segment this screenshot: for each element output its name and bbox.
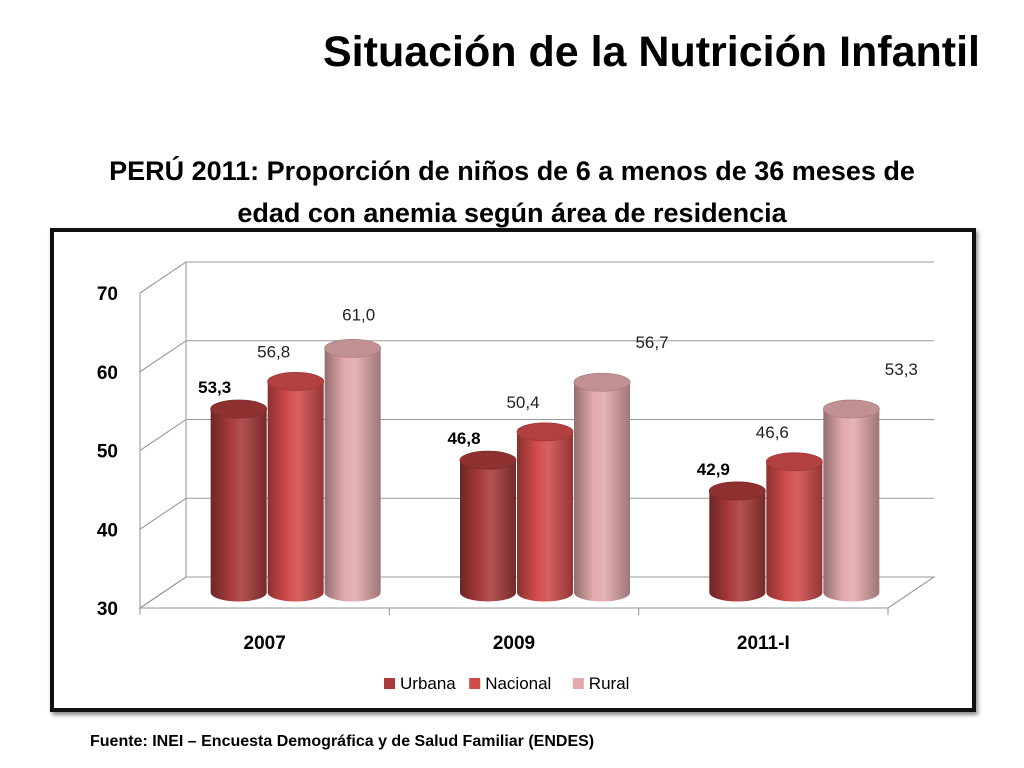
data-labels: 53,3 56,8 61,0 46,8 50,4 56,7 42,9 46,6 53,3 (198, 305, 918, 479)
bar-top (765, 452, 823, 472)
bar (765, 452, 823, 602)
y-tick-label: 40 (97, 520, 118, 541)
y-tick-label: 50 (97, 442, 118, 463)
chart-title-line-2: edad con anemia según área de residencia (237, 198, 787, 228)
source-note: Fuente: INEI – Encuesta Demográfica y de… (90, 733, 595, 750)
bar (324, 338, 382, 602)
x-tick-label: 2007 (244, 633, 286, 654)
bar-body (210, 409, 267, 602)
legend-item: Urbana (384, 674, 456, 693)
bar-body (709, 490, 766, 602)
bar-top (516, 422, 574, 442)
x-tick-label: 2009 (493, 633, 535, 654)
bar-body (823, 409, 880, 602)
bar-body (460, 460, 516, 602)
legend-label: Urbana (400, 674, 456, 693)
bar (516, 422, 574, 602)
y-tick-label: 70 (97, 284, 118, 305)
chart-plot: 30 40 50 60 70 2007 2009 2011-I 53,3 56,8 61,0 46,8… (97, 261, 936, 693)
bar-top (459, 450, 517, 470)
bar-body (517, 431, 573, 602)
data-label: 50,4 (506, 393, 539, 412)
y-tick-label: 60 (97, 363, 118, 384)
bar (822, 399, 880, 602)
bar-top (822, 399, 880, 419)
gridline (139, 261, 934, 294)
bar (267, 372, 325, 602)
bar (210, 399, 268, 602)
bar-body (267, 381, 324, 602)
data-label: 46,6 (756, 423, 789, 442)
slide-title: Situación de la Nutrición Infantil (323, 28, 980, 76)
legend-swatch (572, 678, 584, 689)
data-label: 46,8 (447, 429, 480, 448)
bar (708, 481, 766, 602)
bars (210, 338, 880, 602)
bar-top (573, 372, 631, 392)
data-label: 61,0 (342, 305, 375, 324)
data-label: 56,8 (257, 342, 290, 361)
data-label: 56,7 (635, 333, 668, 352)
bar-top (267, 372, 325, 391)
data-label: 53,3 (885, 360, 918, 379)
chart-title-line-1: PERÚ 2011: Proporción de niños de 6 a me… (109, 156, 915, 186)
legend-label: Rural (589, 674, 630, 693)
bar-body (324, 348, 381, 602)
legend-swatch (384, 678, 395, 689)
bar-body (766, 461, 823, 602)
bar (459, 450, 517, 602)
legend-item: Rural (572, 674, 630, 693)
bar-top (210, 399, 268, 419)
bar-body (574, 382, 630, 602)
legend-item: Nacional (469, 674, 551, 693)
bar-top (324, 338, 382, 358)
legend-swatch (469, 678, 481, 689)
data-label: 42,9 (697, 460, 730, 479)
x-tick-label: 2011-I (737, 633, 790, 654)
data-label: 53,3 (198, 378, 231, 397)
chart-title: PERÚ 2011: Proporción de niños de 6 a me… (40, 150, 984, 234)
chart-frame: 30 40 50 60 70 2007 2009 2011-I 53,3 56,8 61,0 46,8… (50, 228, 976, 712)
legend: Urbana Nacional Rural (384, 674, 629, 693)
legend-label: Nacional (485, 674, 551, 693)
y-tick-label: 30 (97, 599, 118, 620)
chart-gridlines (138, 261, 936, 609)
bar-top (708, 481, 766, 501)
bar (573, 372, 631, 602)
